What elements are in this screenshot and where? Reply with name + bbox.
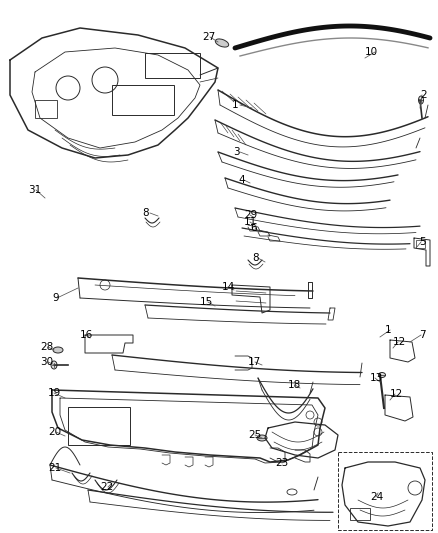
Text: 12: 12: [393, 337, 406, 347]
Text: 29: 29: [244, 210, 257, 220]
Text: 30: 30: [40, 357, 53, 367]
Text: 15: 15: [200, 297, 213, 307]
Text: 8: 8: [252, 253, 258, 263]
Text: 11: 11: [244, 217, 257, 227]
Text: 23: 23: [275, 458, 288, 468]
Text: 5: 5: [419, 237, 426, 247]
Text: 24: 24: [370, 492, 383, 502]
Text: 9: 9: [52, 293, 59, 303]
Text: 17: 17: [248, 357, 261, 367]
Text: 22: 22: [100, 482, 113, 492]
Ellipse shape: [215, 39, 229, 47]
Ellipse shape: [257, 435, 267, 441]
Text: 2: 2: [420, 90, 427, 100]
Text: 1: 1: [385, 325, 392, 335]
Ellipse shape: [51, 361, 57, 369]
Text: 27: 27: [202, 32, 215, 42]
Text: 7: 7: [419, 330, 426, 340]
Text: 3: 3: [233, 147, 240, 157]
Text: 12: 12: [390, 389, 403, 399]
Text: 4: 4: [238, 175, 245, 185]
Ellipse shape: [378, 373, 385, 377]
Text: 13: 13: [370, 373, 383, 383]
Text: 20: 20: [48, 427, 61, 437]
Text: 25: 25: [248, 430, 261, 440]
Text: 19: 19: [48, 388, 61, 398]
Text: 10: 10: [365, 47, 378, 57]
Text: 21: 21: [48, 463, 61, 473]
Text: 1: 1: [232, 100, 239, 110]
Ellipse shape: [418, 96, 424, 104]
Text: 28: 28: [40, 342, 53, 352]
Text: 31: 31: [28, 185, 41, 195]
Text: 18: 18: [288, 380, 301, 390]
Text: 6: 6: [250, 223, 257, 233]
Text: 14: 14: [222, 282, 235, 292]
Ellipse shape: [53, 347, 63, 353]
Text: 16: 16: [80, 330, 93, 340]
Text: 8: 8: [142, 208, 148, 218]
